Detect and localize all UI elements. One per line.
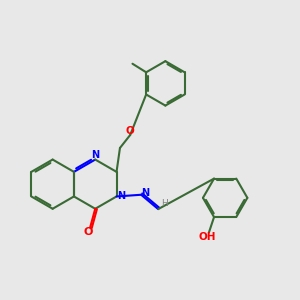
Text: H: H [161,200,168,208]
Text: N: N [117,191,125,202]
Text: O: O [84,227,93,237]
Text: N: N [142,188,150,198]
Text: N: N [91,150,99,160]
Text: OH: OH [199,232,216,242]
Text: O: O [126,126,135,136]
